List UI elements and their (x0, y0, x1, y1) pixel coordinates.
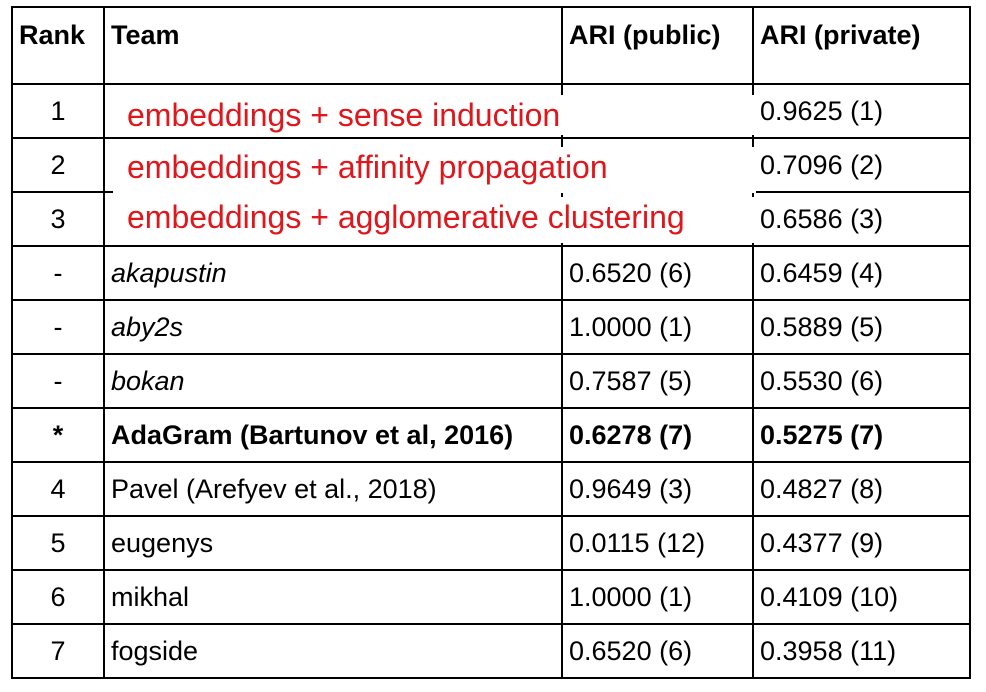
table-row: 7 fogside 0.6520 (6) 0.3958 (11) (11, 623, 971, 679)
rank-cell: 2 (11, 137, 105, 193)
team-cell: akapustin (103, 245, 563, 301)
table-row: 5 eugenys 0.0115 (12) 0.4377 (9) (11, 515, 971, 571)
table-row: - aby2s 1.0000 (1) 0.5889 (5) (11, 299, 971, 355)
table-row: - akapustin 0.6520 (6) 0.6459 (4) (11, 245, 971, 301)
team-cell: bokan (103, 353, 563, 409)
rank-cell: 1 (11, 83, 105, 139)
header-row: Rank Team ARI (public) ARI (private) (11, 6, 971, 85)
team-cell: Pavel (Arefyev et al., 2018) (103, 461, 563, 517)
overlay-label-row1: embeddings + sense induction (113, 95, 756, 135)
ari-private-cell: 0.4827 (8) (752, 461, 971, 517)
ari-public-cell: 0.6520 (6) (561, 623, 754, 679)
rank-cell: - (11, 299, 105, 355)
ari-private-cell: 0.6586 (3) (752, 191, 971, 247)
rank-cell: 7 (11, 623, 105, 679)
ari-public-cell: 1.0000 (1) (561, 299, 754, 355)
ari-public-cell: 0.9649 (3) (561, 461, 754, 517)
ari-public-cell: 0.6520 (6) (561, 245, 754, 301)
overlay-label-row2: embeddings + affinity propagation (113, 147, 756, 193)
ari-private-cell: 0.5275 (7) (752, 407, 971, 463)
table-row-baseline: * AdaGram (Bartunov et al, 2016) 0.6278 … (11, 407, 971, 463)
rank-cell: - (11, 353, 105, 409)
team-cell: aby2s (103, 299, 563, 355)
rank-cell: * (11, 407, 105, 463)
ari-private-cell: 0.5530 (6) (752, 353, 971, 409)
ari-private-cell: 0.5889 (5) (752, 299, 971, 355)
ari-public-cell: 0.0115 (12) (561, 515, 754, 571)
ari-private-cell: 0.9625 (1) (752, 83, 971, 139)
rank-cell: 5 (11, 515, 105, 571)
ari-private-cell: 0.3958 (11) (752, 623, 971, 679)
ari-public-cell: 0.6278 (7) (561, 407, 754, 463)
overlay-label-row3: embeddings + agglomerative clustering (113, 197, 756, 243)
table-row: 6 mikhal 1.0000 (1) 0.4109 (10) (11, 569, 971, 625)
results-table: Rank Team ARI (public) ARI (private) 1 0… (11, 6, 971, 679)
team-cell: mikhal (103, 569, 563, 625)
ari-public-cell: 1.0000 (1) (561, 569, 754, 625)
rank-cell: - (11, 245, 105, 301)
table-row: 4 Pavel (Arefyev et al., 2018) 0.9649 (3… (11, 461, 971, 517)
team-cell: AdaGram (Bartunov et al, 2016) (103, 407, 563, 463)
team-cell: fogside (103, 623, 563, 679)
rank-cell: 6 (11, 569, 105, 625)
header-ari-private: ARI (private) (752, 6, 971, 85)
header-team: Team (103, 6, 563, 85)
team-cell: eugenys (103, 515, 563, 571)
rank-cell: 3 (11, 191, 105, 247)
ari-private-cell: 0.6459 (4) (752, 245, 971, 301)
rank-cell: 4 (11, 461, 105, 517)
header-rank: Rank (11, 6, 105, 85)
header-ari-public: ARI (public) (561, 6, 754, 85)
ari-private-cell: 0.4377 (9) (752, 515, 971, 571)
ari-public-cell: 0.7587 (5) (561, 353, 754, 409)
table-row: - bokan 0.7587 (5) 0.5530 (6) (11, 353, 971, 409)
ari-private-cell: 0.7096 (2) (752, 137, 971, 193)
ari-private-cell: 0.4109 (10) (752, 569, 971, 625)
